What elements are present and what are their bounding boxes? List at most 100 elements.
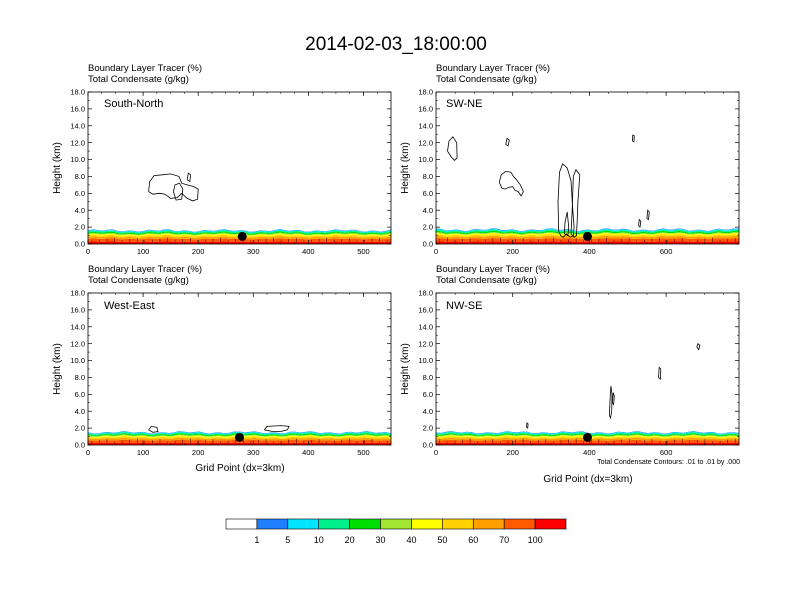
y-tick-label: 4.0 (423, 206, 433, 215)
tracer-band (88, 230, 391, 234)
x-tick-label: 400 (583, 247, 596, 256)
x-tick-label: 400 (302, 247, 315, 256)
contour-note: Total Condensate Contours: .01 to .01 by… (597, 459, 740, 466)
colorbar-swatch (256, 518, 289, 530)
y-axis-label: Height (km) (400, 142, 411, 194)
panel-label: NW-SE (446, 300, 482, 312)
tracer-band (436, 442, 739, 445)
y-tick-label: 16.0 (418, 305, 433, 314)
y-tick-label: 12.0 (70, 339, 85, 348)
y-tick-label: 18.0 (70, 88, 85, 97)
x-tick-label: 200 (192, 448, 205, 457)
colorbar-label: 60 (468, 535, 478, 545)
y-tick-label: 2.0 (423, 223, 433, 232)
x-axis-label: Grid Point (dx=3km) (543, 474, 632, 485)
condensate-contour (148, 173, 199, 202)
y-tick-label: 14.0 (418, 322, 433, 331)
colorbar-swatch (534, 518, 567, 530)
y-tick-label: 4.0 (75, 206, 85, 215)
x-tick-label: 0 (434, 448, 438, 457)
panel-label: SW-NE (446, 98, 482, 110)
y-tick-label: 0.0 (423, 441, 433, 450)
y-tick-label: 6.0 (75, 189, 85, 198)
plot-area: 0.0 2.0 4.0 6.0 8.0 10.0 12.0 14.0 16.0 18.0 0 200 4… (418, 289, 740, 457)
y-tick-label: 14.0 (70, 322, 85, 331)
x-tick-label: 500 (357, 247, 370, 256)
condensate-contour (646, 209, 650, 221)
condensate-contour (696, 343, 701, 351)
y-tick-label: 4.0 (423, 407, 433, 416)
x-tick-label: 200 (192, 247, 205, 256)
y-tick-label: 6.0 (75, 390, 85, 399)
y-tick-label: 18.0 (70, 289, 85, 298)
y-tick-label: 14.0 (418, 121, 433, 130)
condensate-contour (557, 163, 575, 238)
plot-frame (87, 292, 392, 446)
panel-subtitle-condensate: Total Condensate (g/kg) (436, 275, 537, 286)
y-tick-label: 18.0 (418, 289, 433, 298)
x-axis-label: Grid Point (dx=3km) (195, 463, 284, 474)
colorbar-swatch (503, 518, 536, 530)
condensate-contour (632, 134, 635, 143)
panel-label: West-East (104, 300, 155, 312)
y-tick-label: 10.0 (70, 155, 85, 164)
condensate-contour (173, 182, 184, 201)
y-tick-label: 6.0 (423, 390, 433, 399)
panel-subtitle-condensate: Total Condensate (g/kg) (436, 74, 537, 85)
x-tick-label: 400 (583, 448, 596, 457)
y-tick-label: 16.0 (70, 104, 85, 113)
tracer-band (88, 432, 391, 436)
tracer-band (436, 431, 739, 435)
panel-sw-ne: Boundary Layer Tracer (%) Total Condensa… (400, 63, 740, 256)
site-marker (237, 231, 247, 241)
condensate-contour (638, 218, 642, 229)
y-tick-label: 8.0 (75, 373, 85, 382)
colorbar-label: 20 (345, 535, 355, 545)
figure-title: 2014-02-03_18:00:00 (305, 34, 487, 55)
x-tick-label: 0 (86, 448, 90, 457)
x-tick-label: 600 (660, 448, 673, 457)
y-tick-label: 0.0 (423, 240, 433, 249)
panel-south-north: Boundary Layer Tracer (%) Total Condensa… (52, 63, 392, 256)
y-axis-label: Height (km) (52, 142, 63, 194)
colorbar-swatch (380, 518, 412, 530)
x-tick-label: 200 (506, 448, 519, 457)
condensate-contour (263, 425, 290, 432)
x-tick-label: 600 (660, 247, 673, 256)
panel-label: South-North (104, 98, 163, 110)
tracer-band (88, 229, 391, 233)
y-tick-label: 6.0 (423, 189, 433, 198)
colorbar-label: 70 (499, 535, 509, 545)
plot-frame (435, 292, 740, 446)
y-tick-label: 8.0 (423, 373, 433, 382)
tracer-band (436, 228, 739, 232)
y-tick-label: 2.0 (423, 424, 433, 433)
panel-subtitle-tracer: Boundary Layer Tracer (%) (436, 63, 550, 74)
tracer-band (88, 238, 391, 242)
panel-west-east: Boundary Layer Tracer (%) Total Condensa… (52, 264, 392, 474)
x-tick-label: 300 (247, 247, 260, 256)
x-tick-label: 0 (434, 247, 438, 256)
y-tick-label: 12.0 (70, 138, 85, 147)
site-marker (583, 231, 592, 241)
site-marker (583, 432, 592, 442)
y-tick-label: 0.0 (75, 441, 85, 450)
y-tick-label: 2.0 (75, 223, 85, 232)
colorbar-label: 100 (528, 535, 543, 545)
y-tick-label: 8.0 (75, 172, 85, 181)
x-tick-label: 200 (506, 247, 519, 256)
y-tick-label: 18.0 (418, 88, 433, 97)
condensate-contour (498, 170, 524, 197)
colorbar-swatch (349, 518, 381, 530)
condensate-contour (148, 425, 159, 433)
colorbar-swatch (318, 518, 350, 530)
condensate-contour (526, 422, 529, 429)
colorbar-label: 50 (437, 535, 447, 545)
colorbar-label: 10 (314, 535, 324, 545)
colorbar-label: 1 (254, 535, 259, 545)
x-tick-label: 100 (137, 448, 150, 457)
condensate-contour (186, 172, 191, 183)
tracer-band (436, 228, 739, 233)
colorbar-swatch (442, 518, 474, 530)
